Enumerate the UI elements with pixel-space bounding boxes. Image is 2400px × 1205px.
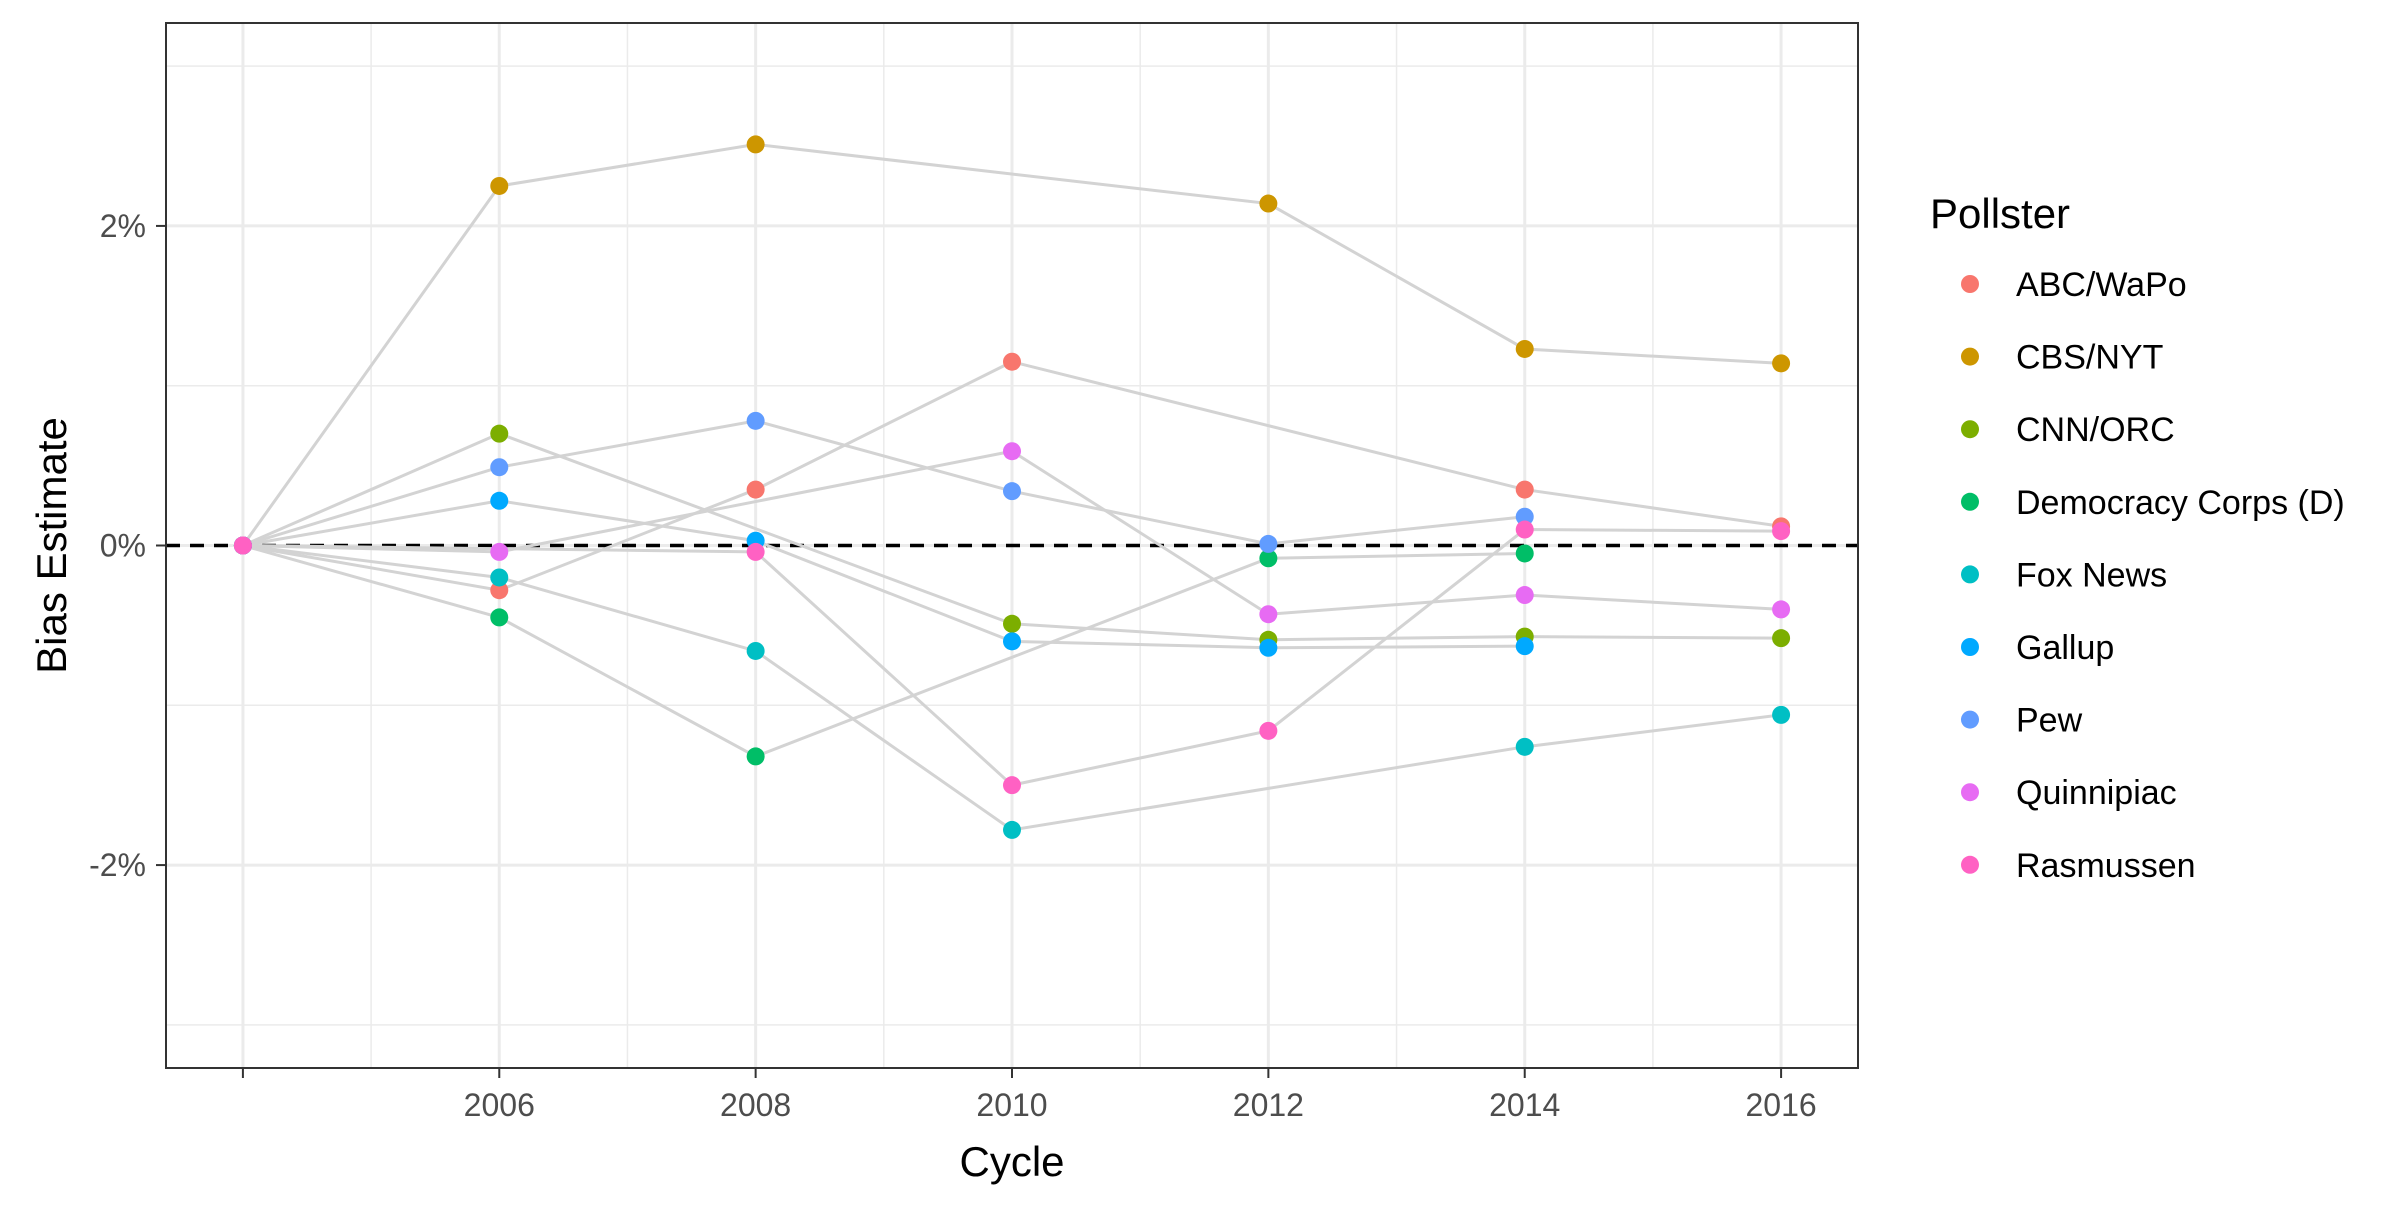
data-point-fox-news — [1772, 705, 1791, 724]
data-point-quinnipiac — [1003, 442, 1021, 461]
data-point-pew — [746, 411, 765, 430]
data-point-cbs-nyt — [746, 135, 765, 154]
data-point-rasmussen — [1772, 522, 1791, 541]
legend-title: Pollster — [1930, 190, 2070, 237]
series-line-cnn-orc — [242, 432, 1782, 642]
legend-key-rasmussen — [1961, 855, 1979, 874]
legend-key-democracy-corps-d — [1961, 492, 1979, 511]
data-point-gallup — [1515, 637, 1534, 656]
x-axis-title: Cycle — [959, 1138, 1064, 1185]
series-line-gallup — [242, 499, 1525, 650]
data-point-cbs-nyt — [490, 176, 509, 195]
series-lines-layer — [241, 142, 1782, 832]
data-point-democracy-corps-d — [1259, 549, 1278, 568]
legend-key-fox-news — [1961, 565, 1979, 584]
data-points-layer — [233, 135, 1791, 839]
legend-label-quinnipiac: Quinnipiac — [2016, 774, 2177, 812]
data-point-abc-wapo — [1003, 352, 1021, 371]
data-point-democracy-corps-d — [746, 747, 765, 766]
legend-items: ABC/WaPo CBS/NYT CNN/ORC Democracy Corps (D… — [1961, 266, 2345, 885]
legend-label-cbs-nyt: CBS/NYT — [2016, 339, 2163, 377]
data-point-fox-news — [490, 568, 509, 587]
series-line-quinnipiac — [242, 449, 1782, 616]
data-point-quinnipiac — [1259, 605, 1278, 624]
axis-layer: 2006 2008 2010 2012 2014 2016 2% 0% -2% — [89, 208, 1817, 1123]
y-tick-label: 2% — [100, 208, 146, 244]
legend-key-pew — [1961, 710, 1979, 729]
data-point-rasmussen — [1003, 776, 1021, 795]
data-point-pew — [490, 458, 509, 477]
x-tick-label: 2012 — [1233, 1087, 1304, 1123]
series-line-rasmussen — [242, 528, 1782, 787]
x-tick-label: 2014 — [1489, 1087, 1560, 1123]
x-tick-label: 2006 — [464, 1087, 535, 1123]
series-line-cbs-nyt — [241, 142, 1782, 547]
data-point-gallup — [1003, 632, 1021, 651]
legend-key-quinnipiac — [1961, 783, 1979, 802]
data-point-pew — [1259, 534, 1278, 553]
data-point-rasmussen — [746, 542, 765, 561]
data-point-rasmussen — [1515, 520, 1534, 539]
legend: Pollster ABC/WaPo CBS/NYT CNN/ORC Democracy… — [1930, 190, 2345, 885]
data-point-pew — [1515, 507, 1534, 526]
data-point-abc-wapo — [490, 581, 509, 600]
data-point-quinnipiac — [490, 542, 509, 561]
x-tick-label: 2008 — [720, 1087, 791, 1123]
legend-label-democracy-corps-d: Democracy Corps (D) — [2016, 484, 2345, 522]
y-tick-label: -2% — [89, 847, 146, 883]
legend-label-abc-wapo: ABC/WaPo — [2016, 266, 2187, 304]
x-tick-label: 2010 — [976, 1087, 1047, 1123]
data-point-cnn-orc — [1003, 614, 1021, 633]
data-point-democracy-corps-d — [1515, 544, 1534, 563]
legend-label-gallup: Gallup — [2016, 629, 2114, 667]
data-point-pew — [1003, 482, 1021, 501]
legend-label-fox-news: Fox News — [2016, 556, 2167, 594]
legend-key-abc-wapo — [1961, 275, 1979, 293]
legend-key-cbs-nyt — [1961, 347, 1979, 366]
y-tick-label: 0% — [100, 528, 146, 564]
data-point-quinnipiac — [1515, 586, 1534, 605]
data-point-cbs-nyt — [1515, 339, 1534, 358]
data-point-gallup — [1259, 638, 1278, 657]
legend-key-cnn-orc — [1961, 420, 1979, 439]
data-point-cnn-orc — [1772, 629, 1791, 648]
data-point-cbs-nyt — [1772, 354, 1791, 373]
series-line-fox-news — [242, 544, 1782, 832]
data-point-cbs-nyt — [1259, 194, 1278, 213]
series-line-abc-wapo — [242, 360, 1782, 592]
data-point-quinnipiac — [1772, 600, 1791, 619]
data-point-abc-wapo — [1515, 480, 1534, 499]
data-point-rasmussen — [233, 536, 252, 555]
data-point-gallup — [490, 491, 509, 510]
legend-label-rasmussen: Rasmussen — [2016, 847, 2196, 885]
legend-key-gallup — [1961, 638, 1979, 656]
legend-label-pew: Pew — [2016, 702, 2083, 740]
data-point-democracy-corps-d — [490, 608, 509, 627]
data-point-fox-news — [746, 641, 765, 660]
series-line-pew — [242, 419, 1525, 547]
data-point-fox-news — [1515, 737, 1534, 756]
data-point-abc-wapo — [746, 480, 765, 499]
data-point-rasmussen — [1259, 721, 1278, 740]
y-axis-title: Bias Estimate — [28, 417, 75, 674]
x-tick-label: 2016 — [1745, 1087, 1816, 1123]
data-point-fox-news — [1003, 820, 1021, 839]
data-point-cnn-orc — [490, 424, 509, 443]
legend-label-cnn-orc: CNN/ORC — [2016, 411, 2175, 449]
